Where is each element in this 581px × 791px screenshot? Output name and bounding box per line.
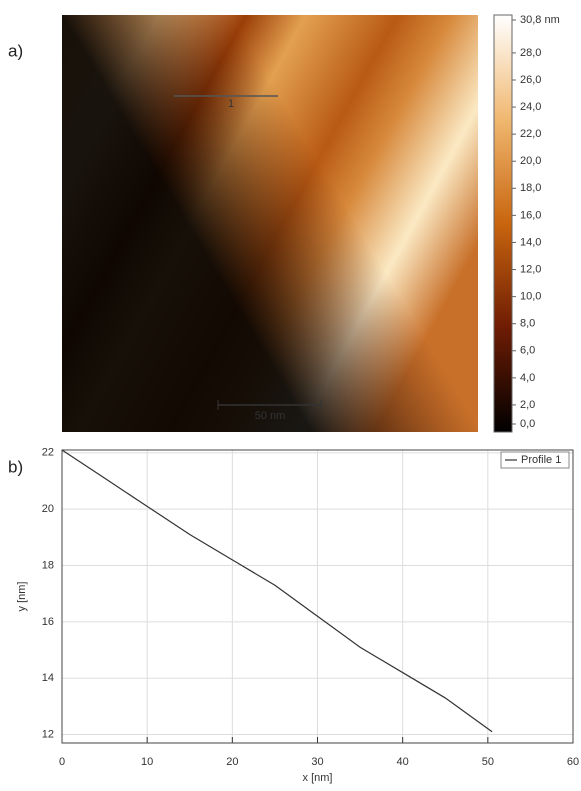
colorbar-tick-label: 16,0 [520, 209, 541, 221]
y-tick-label: 12 [42, 728, 54, 740]
colorbar-tick-label: 4,0 [520, 372, 535, 384]
colorbar [493, 14, 513, 433]
colorbar-tick-label: 24,0 [520, 101, 541, 113]
colorbar-tick-label: 22,0 [520, 128, 541, 140]
y-tick-label: 18 [42, 559, 54, 571]
colorbar-tick-label: 30,8 nm [520, 14, 560, 26]
x-axis-label: x [nm] [303, 772, 333, 784]
afm-shadow [62, 15, 478, 432]
colorbar-tick-label: 10,0 [520, 291, 541, 303]
colorbar-tick-label: 28,0 [520, 47, 541, 59]
x-tick-label: 10 [141, 756, 153, 768]
x-tick-label: 0 [59, 756, 65, 768]
colorbar-tick-label: 6,0 [520, 345, 535, 357]
x-tick-label: 40 [397, 756, 409, 768]
y-tick-label: 16 [42, 616, 54, 628]
plot-frame [61, 449, 574, 744]
x-tick-label: 20 [226, 756, 238, 768]
x-tick-label: 50 [482, 756, 494, 768]
colorbar-tick-label: 20,0 [520, 155, 541, 167]
colorbar-tick-label: 8,0 [520, 318, 535, 330]
y-tick-label: 22 [42, 447, 54, 459]
colorbar-tick-label: 14,0 [520, 236, 541, 248]
panel-label: a) [8, 41, 23, 60]
colorbar-tick-label: 26,0 [520, 74, 541, 86]
colorbar-tick-label: 0,0 [520, 418, 535, 430]
x-tick-label: 60 [567, 756, 579, 768]
x-tick-label: 30 [311, 756, 323, 768]
profile-label: 1 [228, 98, 234, 110]
colorbar-tick-label: 12,0 [520, 263, 541, 275]
y-tick-label: 20 [42, 503, 54, 515]
scale-bar-label: 50 nm [255, 410, 286, 422]
legend-label: Profile 1 [521, 454, 561, 466]
legend-box [500, 451, 570, 469]
colorbar-tick-label: 18,0 [520, 182, 541, 194]
y-axis-label: y [nm] [16, 582, 28, 612]
colorbar-tick-label: 2,0 [520, 399, 535, 411]
y-tick-label: 14 [42, 672, 54, 684]
profile-line [61, 449, 493, 733]
panel-label: b) [8, 457, 23, 476]
